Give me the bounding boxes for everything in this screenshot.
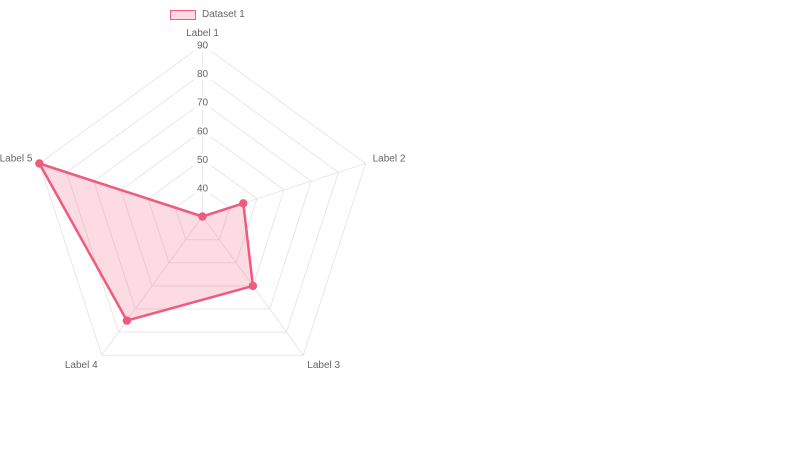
data-point[interactable]	[239, 199, 248, 208]
axis-label: Label 4	[65, 360, 98, 371]
axis-label: Label 5	[0, 154, 33, 165]
tick-label: 80	[197, 69, 209, 80]
dataset-polygon	[38, 162, 255, 322]
tick-backdrop	[192, 152, 213, 166]
data-point[interactable]	[122, 316, 132, 325]
data-point[interactable]	[35, 159, 44, 168]
tick-label: 50	[197, 155, 209, 166]
legend-swatch	[170, 9, 196, 20]
axis-label: Label 3	[307, 360, 340, 371]
grid-ring	[66, 72, 339, 333]
data-point[interactable]	[248, 281, 258, 291]
tick-backdrop	[192, 95, 213, 109]
tick-backdrop	[192, 124, 213, 138]
tick-backdrop	[192, 38, 213, 52]
tick-label: 40	[197, 183, 209, 194]
tick-backdrop	[192, 181, 213, 195]
tick-label: 70	[197, 98, 209, 109]
data-point[interactable]	[198, 212, 207, 221]
grid-ring	[120, 130, 285, 287]
grid-ring	[174, 187, 231, 241]
grid-ring	[93, 101, 312, 310]
grid-ring	[38, 44, 367, 356]
axis-label: Label 1	[186, 28, 219, 39]
tick-label: 90	[197, 41, 209, 52]
tick-backdrop	[192, 67, 213, 81]
legend-item-dataset-1[interactable]: Dataset 1	[170, 9, 245, 20]
grid-ring	[147, 158, 258, 264]
axis-label: Label 2	[373, 154, 406, 165]
angle-line	[101, 216, 203, 356]
tick-label: 60	[197, 126, 209, 137]
legend-label: Dataset 1	[202, 9, 245, 20]
